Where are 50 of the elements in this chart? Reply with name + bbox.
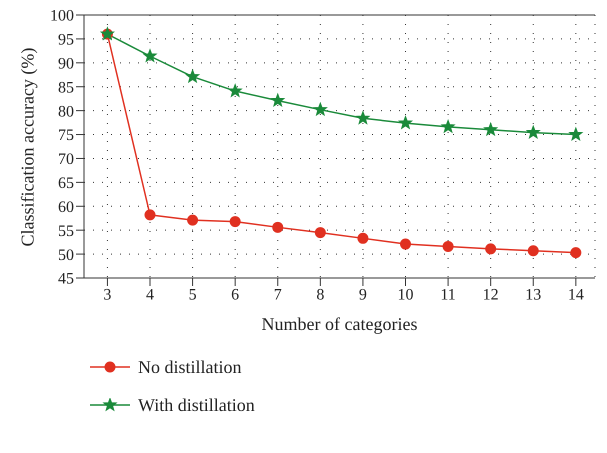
x-tick-label: 3	[103, 286, 112, 304]
point	[314, 227, 326, 238]
x-tick-label: 10	[398, 286, 414, 304]
point	[400, 238, 412, 250]
point	[485, 243, 496, 254]
y-tick-label: 80	[58, 103, 74, 120]
x-tick-label: 13	[525, 286, 542, 304]
y-tick-label: 65	[58, 175, 74, 192]
point	[144, 209, 156, 220]
y-tick-label: 50	[58, 246, 74, 264]
x-tick-label: 5	[188, 286, 197, 304]
x-tick-label: 8	[316, 286, 324, 304]
legend-label: With distillation	[138, 394, 255, 416]
y-tick-label: 75	[58, 127, 74, 144]
point	[186, 70, 200, 82]
y-tick-label: 85	[58, 79, 74, 96]
point	[442, 240, 454, 252]
y-axis-title: Classification accuracy (%)	[17, 48, 38, 246]
legend-label: No distillation	[138, 356, 242, 378]
point	[356, 111, 370, 124]
y-tick-label: 45	[58, 270, 74, 288]
point	[398, 116, 412, 129]
point	[272, 222, 284, 233]
point	[271, 94, 284, 106]
point	[143, 49, 157, 62]
point	[314, 102, 328, 116]
point	[484, 122, 498, 136]
x-tick-label: 6	[231, 286, 240, 304]
y-tick-label: 70	[58, 151, 74, 168]
y-tick-label: 90	[58, 56, 74, 72]
x-tick-label: 7	[274, 286, 282, 304]
y-tick-label: 60	[58, 198, 74, 216]
point	[528, 245, 539, 256]
x-axis-title: Number of categories	[262, 314, 418, 334]
point	[357, 232, 368, 244]
point	[228, 84, 242, 97]
point	[230, 216, 241, 228]
y-tick-label: 55	[58, 222, 74, 240]
y-tick-label: 95	[58, 32, 74, 49]
x-tick-label: 14	[568, 286, 584, 304]
point	[526, 126, 540, 138]
point	[441, 120, 455, 133]
x-tick-label: 12	[482, 286, 499, 304]
point	[569, 128, 583, 140]
point	[187, 214, 198, 226]
y-tick-label: 100	[50, 8, 74, 25]
x-tick-label: 11	[440, 286, 456, 304]
x-tick-label: 9	[358, 286, 367, 304]
x-tick-label: 4	[146, 286, 154, 304]
point	[570, 247, 582, 258]
